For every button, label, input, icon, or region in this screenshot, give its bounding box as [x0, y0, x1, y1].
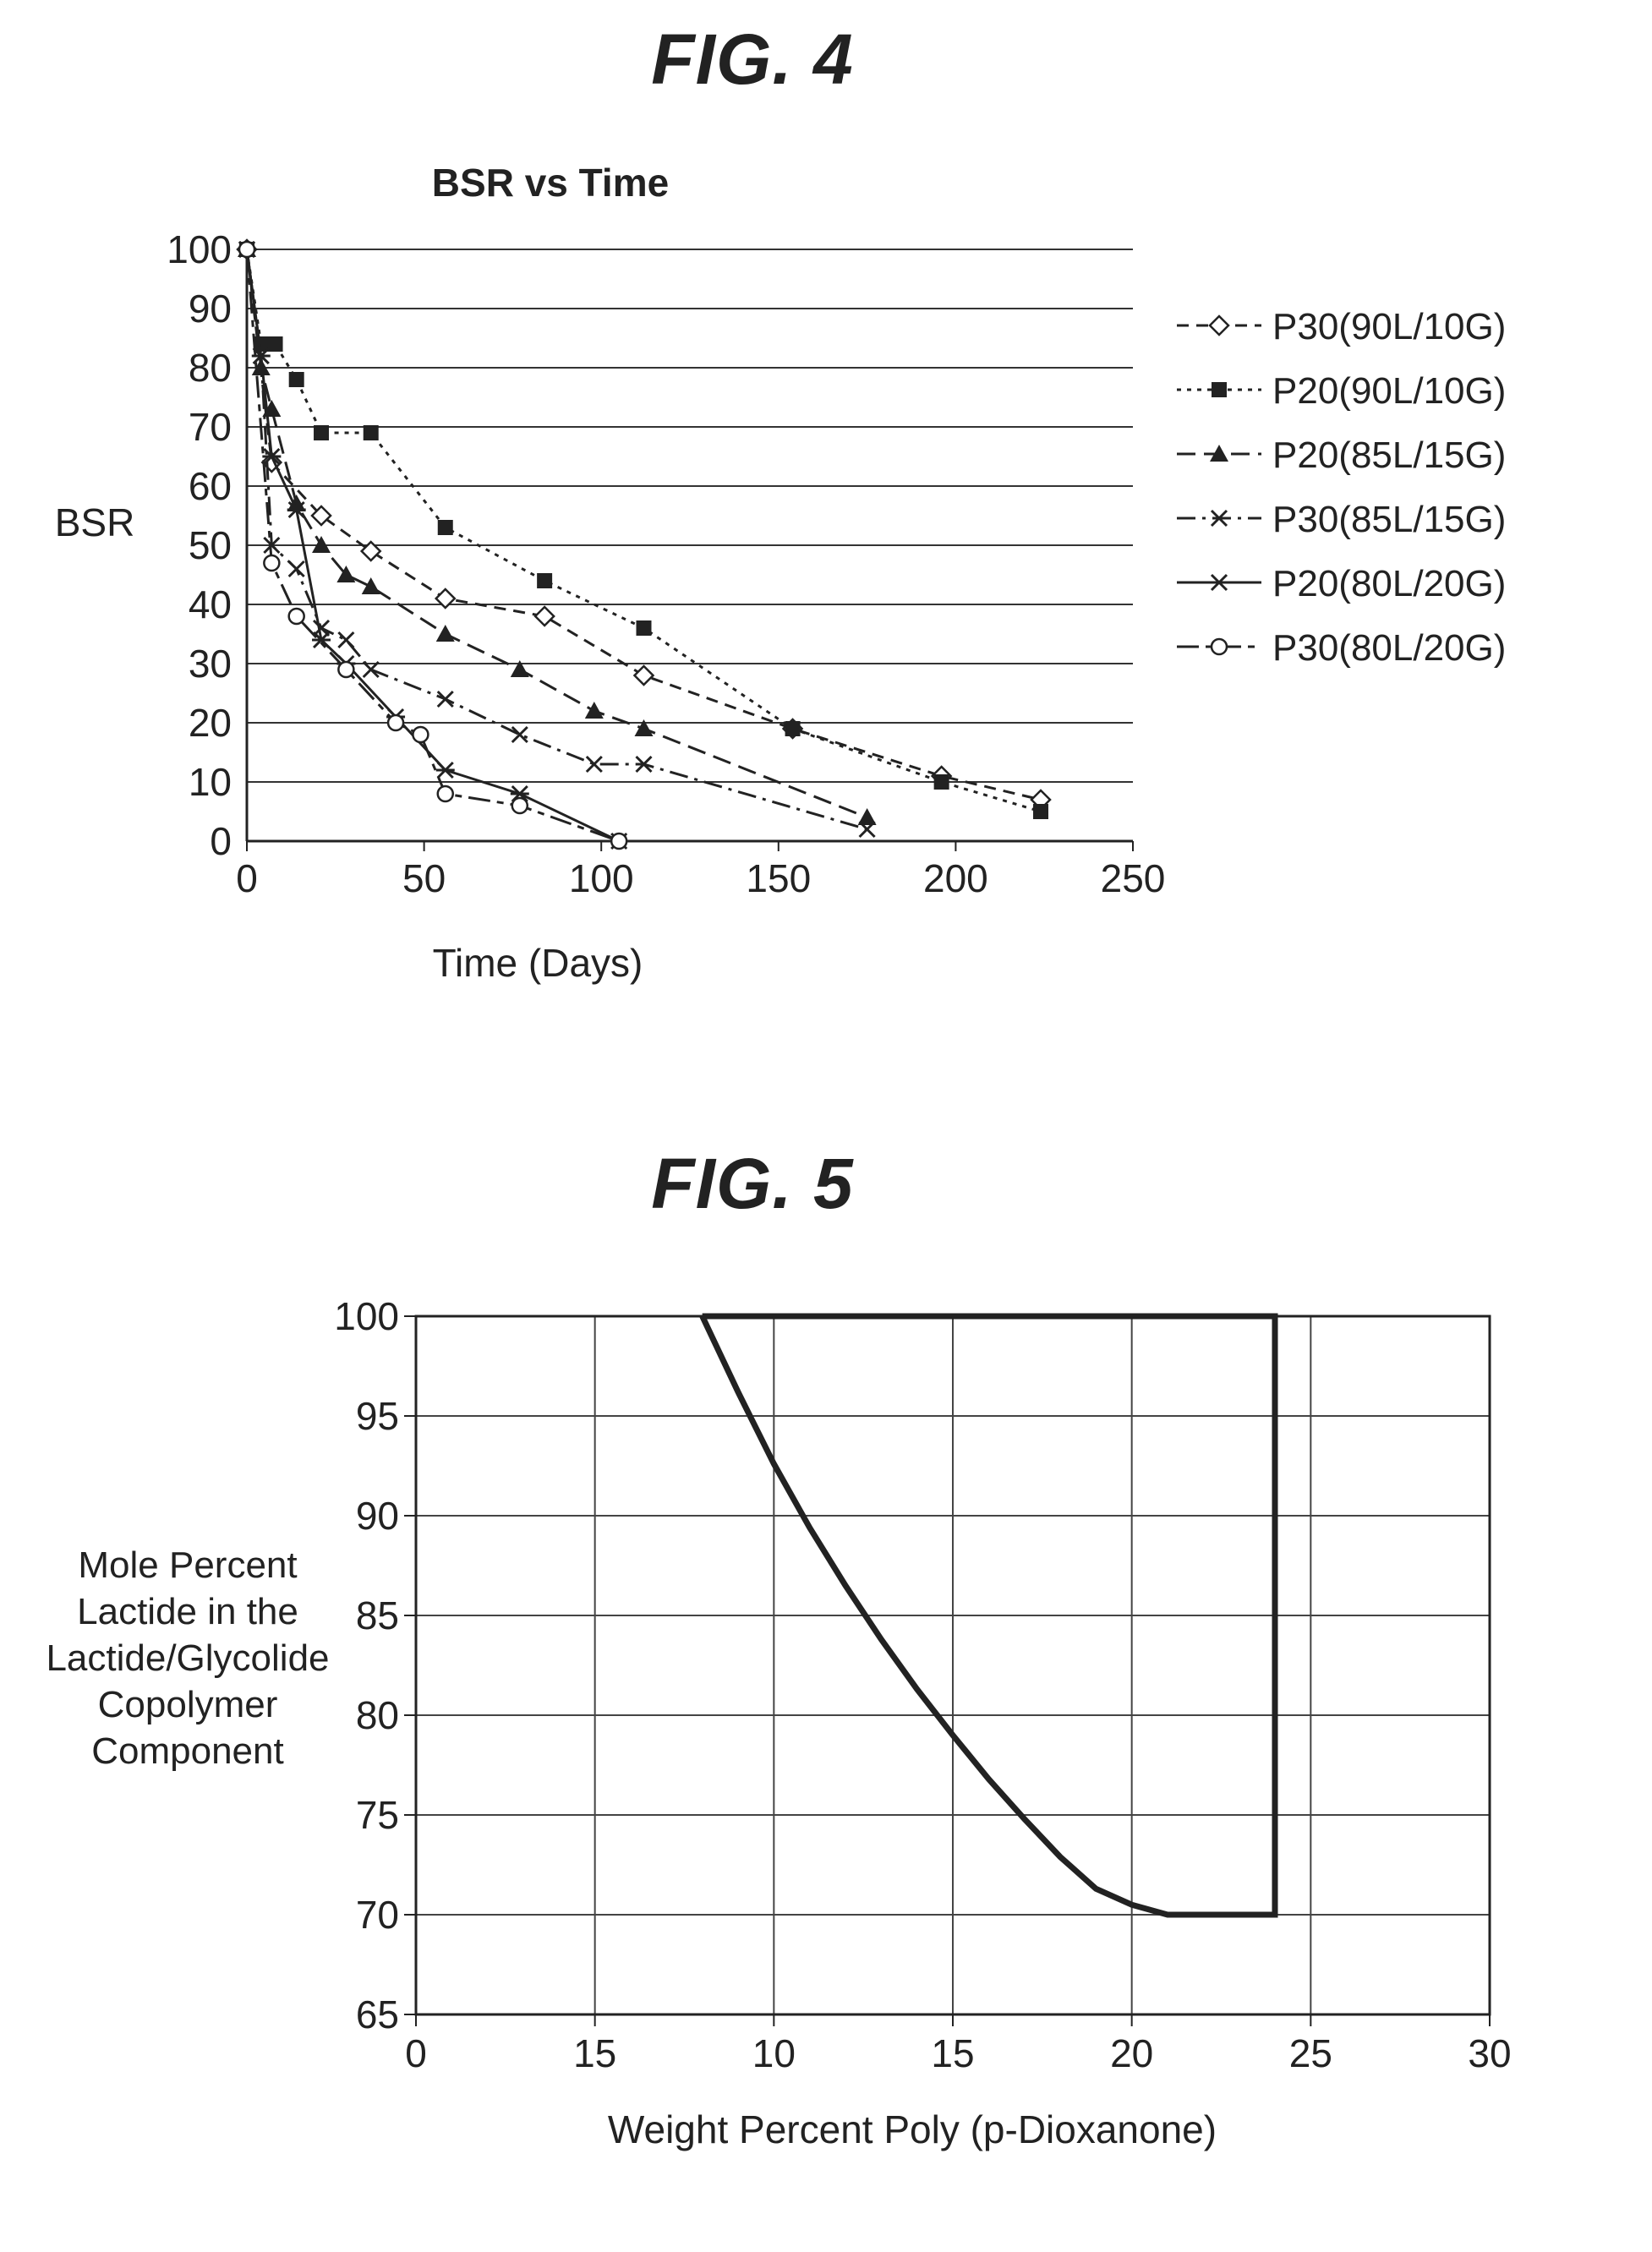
- y-axis-label: Mole Percent Lactide in the Lactide/Glycol…: [46, 1544, 329, 1772]
- data-point: [934, 774, 949, 790]
- series-line: [247, 249, 867, 829]
- data-point: [438, 691, 453, 707]
- legend-entry: P20(90L/10G): [1177, 370, 1506, 412]
- y-tick-label: 60: [189, 464, 232, 508]
- data-point: [268, 336, 283, 352]
- x-tick-label: 250: [1101, 856, 1166, 900]
- lactide-composition-chart: 65 70 75 80 85 90 95 100 0 15 10 15 20 25 30 Mole Perce…: [0, 1099, 1652, 2249]
- y-tick-label: 20: [189, 701, 232, 745]
- data-point: [362, 577, 380, 594]
- y-tick-label: 90: [189, 287, 232, 331]
- bsr-vs-time-chart: BSR vs Time 0 10 20 30 40 50 60 70 80 90 100 0 50 100 1…: [0, 0, 1652, 1099]
- y-axis-label-line: Lactide/Glycolide: [46, 1637, 329, 1679]
- y-tick-label: 0: [210, 819, 232, 863]
- data-point: [635, 666, 654, 685]
- x-tick-label: 100: [569, 856, 634, 900]
- y-axis-label: BSR: [55, 500, 135, 544]
- data-point: [537, 573, 552, 588]
- x-tick-label: 10: [752, 2031, 796, 2075]
- data-point: [1033, 804, 1048, 819]
- data-point: [388, 715, 403, 730]
- legend-entry: P30(90L/10G): [1177, 306, 1506, 347]
- y-tick-label: 40: [189, 582, 232, 626]
- data-point: [436, 625, 455, 642]
- legend-marker: [1210, 316, 1228, 335]
- x-tick-label: 0: [405, 2031, 427, 2075]
- x-tick-label: 15: [931, 2031, 974, 2075]
- x-tick-label: 25: [1289, 2031, 1332, 2075]
- legend-entry: P30(80L/20G): [1177, 627, 1506, 669]
- data-point: [289, 561, 304, 577]
- y-axis-label-line: Lactide in the: [77, 1591, 298, 1632]
- x-tick-label: 50: [402, 856, 446, 900]
- legend-marker: [1212, 639, 1227, 654]
- y-tick-label: 30: [189, 642, 232, 686]
- chart-title: BSR vs Time: [432, 161, 669, 205]
- x-tick-label: 0: [236, 856, 258, 900]
- series-4: [239, 242, 875, 837]
- y-tick-label: 75: [356, 1793, 399, 1837]
- y-axis-label-line: Component: [91, 1730, 283, 1772]
- legend-label: P20(80L/20G): [1272, 563, 1506, 604]
- data-point: [314, 425, 329, 440]
- data-point: [535, 607, 554, 626]
- x-axis-label: Time (Days): [433, 941, 643, 985]
- data-point: [512, 727, 528, 742]
- data-point: [637, 620, 652, 636]
- y-tick-label: 85: [356, 1593, 399, 1637]
- y-tick-label: 80: [189, 346, 232, 390]
- y-axis-label-line: Copolymer: [98, 1684, 278, 1725]
- series-3: [238, 240, 877, 825]
- series-line: [247, 249, 1041, 800]
- data-point: [239, 242, 254, 257]
- data-point: [512, 798, 528, 813]
- x-tick-label: 20: [1110, 2031, 1153, 2075]
- data-point: [264, 555, 279, 571]
- data-point: [364, 425, 379, 440]
- legend-entry: P20(85L/15G): [1177, 435, 1506, 476]
- data-point: [338, 662, 353, 677]
- y-tick-label: 10: [189, 760, 232, 804]
- data-point: [438, 520, 453, 535]
- legend-label: P30(85L/15G): [1272, 499, 1506, 540]
- legend-label: P30(80L/20G): [1272, 627, 1506, 669]
- x-tick-label: 150: [746, 856, 811, 900]
- y-tick-label: 70: [189, 405, 232, 449]
- x-tick-label: 15: [573, 2031, 616, 2075]
- legend-entry: P30(85L/15G): [1177, 499, 1506, 540]
- legend-entry: P20(80L/20G): [1177, 563, 1506, 604]
- legend-label: P20(90L/10G): [1272, 370, 1506, 412]
- y-tick-label: 100: [167, 227, 232, 271]
- y-tick-label: 50: [189, 523, 232, 567]
- data-point: [785, 721, 801, 736]
- y-tick-label: 100: [334, 1294, 399, 1338]
- y-axis-label-line: Mole Percent: [78, 1544, 297, 1586]
- data-point: [438, 786, 453, 801]
- legend-marker: [1210, 575, 1228, 590]
- y-tick-label: 80: [356, 1693, 399, 1737]
- series-line: [247, 249, 867, 817]
- data-point: [585, 702, 604, 719]
- x-axis-label: Weight Percent Poly (p-Dioxanone): [608, 2107, 1217, 2151]
- data-point: [289, 372, 304, 387]
- legend-marker: [1212, 382, 1227, 397]
- data-point: [289, 609, 304, 624]
- x-tick-label: 200: [923, 856, 988, 900]
- data-point: [436, 763, 455, 778]
- y-tick-label: 65: [356, 1992, 399, 2036]
- data-point: [338, 632, 353, 648]
- data-point: [413, 727, 428, 742]
- y-tick-label: 70: [356, 1893, 399, 1937]
- data-point: [611, 834, 626, 849]
- y-tick-label: 95: [356, 1394, 399, 1438]
- data-point: [587, 757, 602, 772]
- x-tick-label: 30: [1468, 2031, 1511, 2075]
- legend-label: P20(85L/15G): [1272, 435, 1506, 476]
- y-tick-label: 90: [356, 1494, 399, 1538]
- legend-label: P30(90L/10G): [1272, 306, 1506, 347]
